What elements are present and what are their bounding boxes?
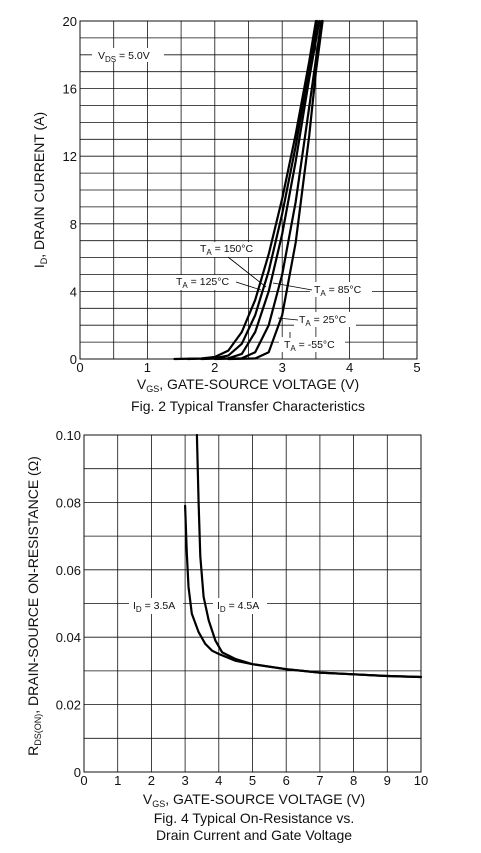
y-tick-label: 12 [63, 149, 77, 164]
fig2-label-bg-150 [195, 242, 261, 257]
y-tick-label: 8 [70, 217, 77, 232]
fig4-label-4-5a: ID = 4.5A [217, 600, 259, 614]
series-line-2 [200, 19, 321, 361]
x-tick-label: 2 [211, 360, 218, 375]
x-tick-label: 8 [350, 773, 357, 788]
y-tick-label: 0.02 [56, 698, 81, 713]
x-tick-label: 5 [249, 773, 256, 788]
fig2-leader-85 [272, 282, 313, 291]
y-tick-label: 4 [70, 284, 77, 299]
y-tick-label: 0 [70, 352, 77, 367]
fig4-label-bg-35 [129, 598, 183, 614]
y-tick-label: 0.04 [56, 630, 81, 645]
fig2-x-axis-label: VGS, GATE-SOURCE VOLTAGE (V) [137, 376, 359, 394]
fig2-label-bg-neg55 [279, 337, 345, 352]
fig2-leader-150 [227, 256, 267, 288]
fig2-label-85: TA = 85°C [314, 284, 362, 298]
y-tick-label: 0.08 [56, 495, 81, 510]
fig2-label-bg-85 [310, 282, 372, 297]
fig2-curves [173, 19, 324, 361]
y-tick-label: 16 [63, 82, 77, 97]
fig4-label-bg-45 [213, 598, 267, 614]
series-line-3 [213, 19, 323, 361]
fig2-leader-25 [277, 317, 299, 321]
series-line-4 [227, 19, 324, 361]
y-tick-label: 0.06 [56, 563, 81, 578]
fig4-y-axis-label: RDS(ON), DRAIN-SOURCE ON-RESISTANCE (Ω) [25, 456, 43, 756]
fig2-label-150: TA = 150°C [200, 243, 253, 257]
fig4-x-axis-label: VGS, GATE-SOURCE VOLTAGE (V) [143, 791, 365, 809]
x-tick-label: 5 [413, 360, 420, 375]
fig4-x-ticks: 0 1 2 3 4 5 6 7 8 9 10 [80, 773, 428, 788]
x-tick-label: 0 [76, 360, 83, 375]
fig4-plot-frame [83, 434, 422, 773]
fig4-y-ticks: 0 0.02 0.04 0.06 0.08 0.10 [56, 428, 81, 780]
x-tick-label: 2 [148, 773, 155, 788]
fig2-label-25: TA = 25°C [299, 314, 347, 328]
x-tick-label: 9 [384, 773, 391, 788]
x-tick-label: 1 [144, 360, 151, 375]
fig2-caption: Fig. 2 Typical Transfer Characteristics [131, 398, 365, 414]
x-tick-label: 3 [181, 773, 188, 788]
fig2-x-ticks: 0 1 2 3 4 5 [76, 360, 420, 375]
fig2-y-ticks: 0 4 8 12 16 20 [63, 14, 77, 367]
x-tick-label: 7 [316, 773, 323, 788]
fig2-grid [79, 20, 418, 360]
fig4-caption-line2: Drain Current and Gate Voltage [156, 827, 352, 843]
fig4-label-3-5a: ID = 3.5A [133, 600, 175, 614]
fig4-curves [184, 433, 423, 679]
fig4-on-resistance: 0 1 2 3 4 5 6 7 8 9 10 0 0.02 0.04 0.06 0.08 0.10 ID = … [25, 428, 428, 843]
x-tick-label: 0 [80, 773, 87, 788]
fig2-label-bg-25 [294, 312, 356, 327]
series-line-1 [195, 433, 423, 679]
fig2-label-bg-125 [171, 275, 237, 290]
fig2-label-125: TA = 125°C [176, 276, 229, 290]
x-tick-label: 4 [215, 773, 222, 788]
fig2-vds-label-bg [92, 48, 164, 62]
y-tick-label: 0.10 [56, 428, 81, 443]
fig2-y-axis-label: ID, DRAIN CURRENT (A) [31, 112, 49, 268]
x-tick-label: 4 [346, 360, 353, 375]
fig2-label-neg55: TA = -55°C [284, 339, 335, 353]
y-tick-label: 0 [74, 765, 81, 780]
series-line-1 [186, 19, 319, 361]
fig4-caption-line1: Fig. 4 Typical On-Resistance vs. [154, 810, 354, 826]
x-tick-label: 10 [414, 773, 428, 788]
x-tick-label: 6 [283, 773, 290, 788]
x-tick-label: 1 [114, 773, 121, 788]
y-tick-label: 20 [63, 14, 77, 29]
fig2-leader-125 [235, 281, 262, 291]
x-tick-label: 3 [279, 360, 286, 375]
